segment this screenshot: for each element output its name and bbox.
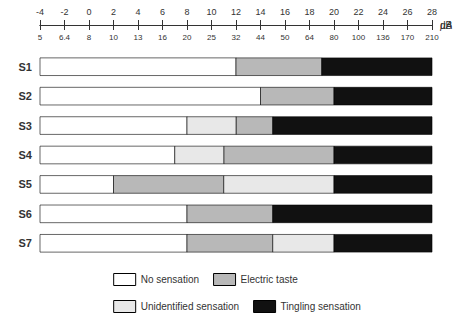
svg-text:20: 20 [183,33,192,42]
svg-text:S7: S7 [19,237,32,249]
svg-text:18: 18 [304,7,314,17]
svg-text:28: 28 [427,7,437,17]
svg-text:S4: S4 [19,149,33,161]
svg-text:80: 80 [330,33,339,42]
svg-text:22: 22 [353,7,363,17]
svg-text:6.4: 6.4 [59,33,71,42]
svg-text:170: 170 [401,33,415,42]
svg-text:6: 6 [160,7,165,17]
svg-text:12: 12 [231,7,241,17]
svg-text:S6: S6 [19,208,32,220]
svg-text:16: 16 [280,7,290,17]
svg-text:26: 26 [402,7,412,17]
svg-text:8: 8 [87,33,92,42]
svg-text:136: 136 [376,33,390,42]
svg-text:2: 2 [111,7,116,17]
svg-text:64: 64 [305,33,314,42]
svg-text:0: 0 [86,7,91,17]
svg-text:210: 210 [425,33,439,42]
svg-text:4: 4 [135,7,140,17]
svg-text:µA: µA [440,20,453,31]
svg-text:14: 14 [255,7,265,17]
svg-text:25: 25 [207,33,216,42]
svg-text:20: 20 [329,7,339,17]
svg-text:-2: -2 [60,7,68,17]
svg-text:S2: S2 [19,90,32,102]
svg-text:32: 32 [232,33,241,42]
svg-text:dB: dB [440,20,453,31]
svg-text:Electric taste: Electric taste [241,274,299,285]
svg-text:10: 10 [206,7,216,17]
svg-text:5: 5 [38,33,43,42]
svg-text:44: 44 [256,33,265,42]
svg-text:8: 8 [184,7,189,17]
svg-text:24: 24 [378,7,388,17]
svg-text:S5: S5 [19,178,32,190]
svg-text:13: 13 [134,33,143,42]
svg-text:100: 100 [352,33,366,42]
svg-text:-4: -4 [36,7,44,17]
svg-text:Unidentified sensation: Unidentified sensation [141,301,239,312]
svg-text:50: 50 [281,33,290,42]
svg-text:S3: S3 [19,120,32,132]
svg-text:16: 16 [158,33,167,42]
svg-text:No sensation: No sensation [141,274,199,285]
svg-text:10: 10 [109,33,118,42]
svg-text:S1: S1 [19,61,32,73]
svg-text:Tingling sensation: Tingling sensation [281,301,361,312]
